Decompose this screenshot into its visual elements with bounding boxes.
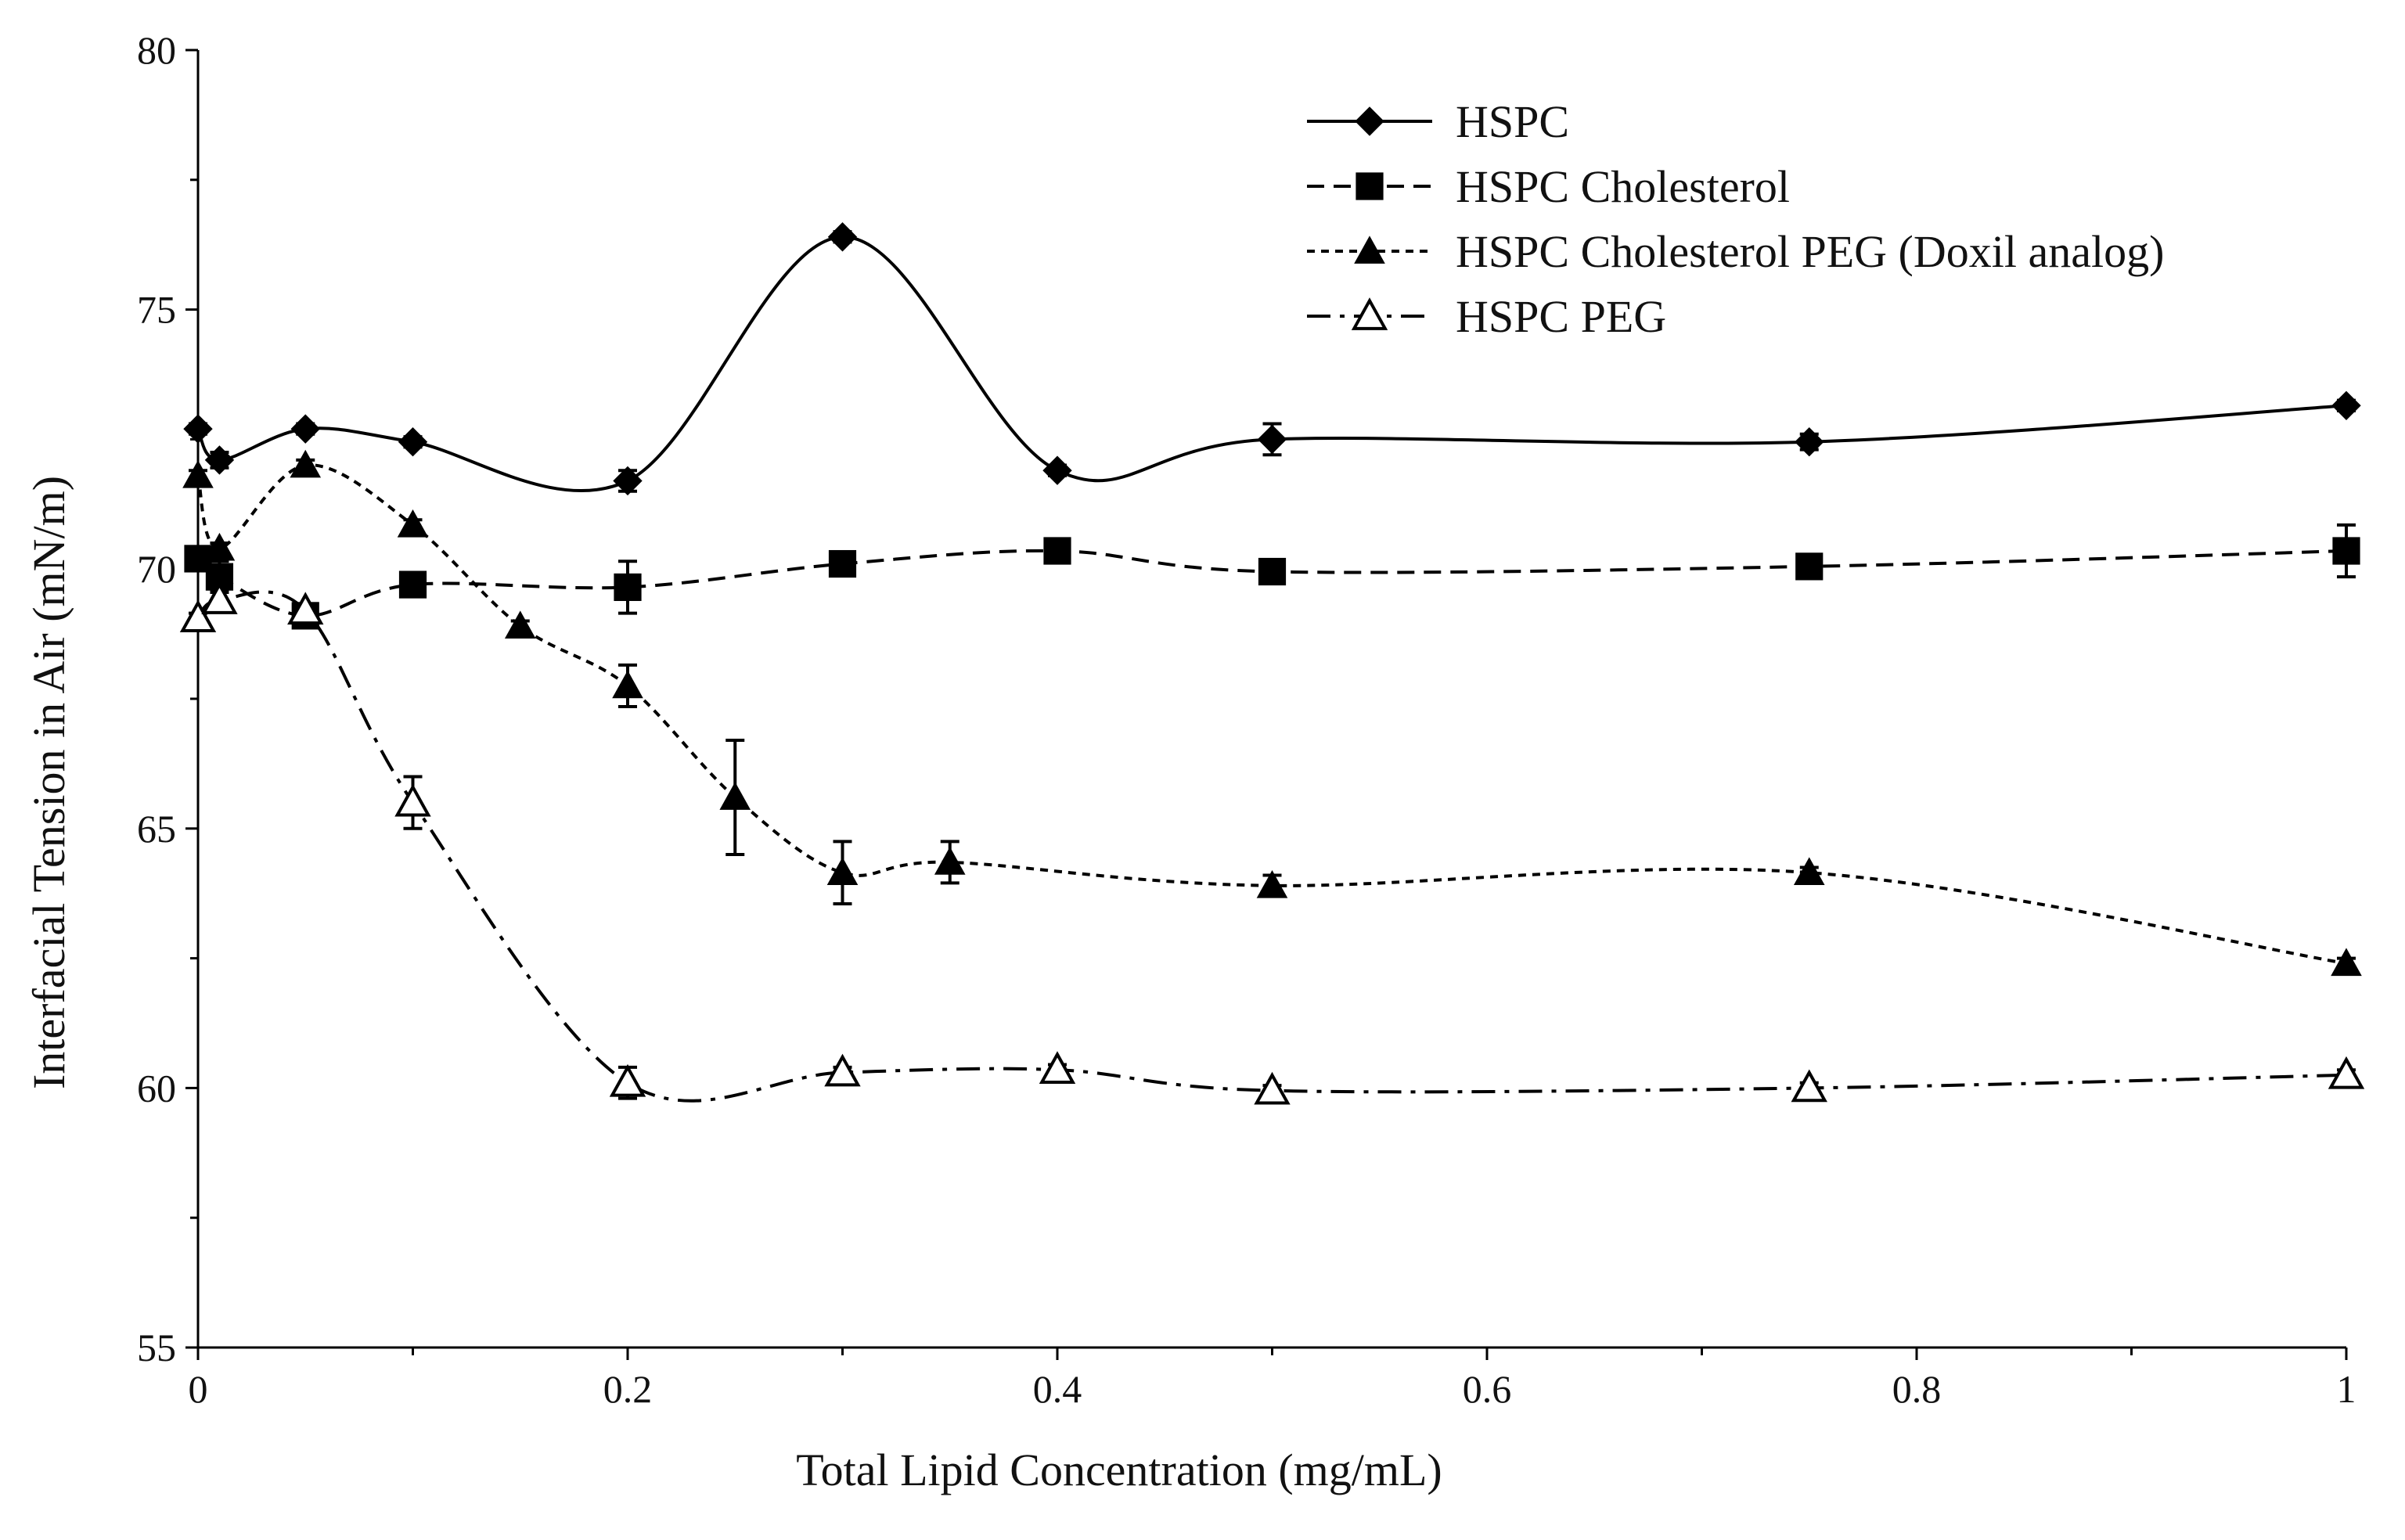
data-point (828, 549, 857, 578)
data-point (934, 847, 966, 875)
data-point (614, 573, 642, 602)
legend-item: HSPC Cholesterol PEG (Doxil analog) (1307, 226, 2164, 277)
x-tick-label: 0.4 (1033, 1367, 1082, 1411)
y-axis-title: Interfacial Tension in Air (mN/m) (23, 476, 74, 1089)
y-tick-label: 65 (137, 807, 176, 851)
data-point (287, 592, 324, 625)
legend-item: HSPC Cholesterol (1307, 161, 1790, 212)
data-point (1256, 869, 1288, 898)
x-tick-label: 0.8 (1892, 1367, 1942, 1411)
data-point (1258, 557, 1287, 586)
series-layer (179, 222, 2365, 1105)
y-tick-label: 70 (137, 547, 176, 591)
data-point (1257, 424, 1287, 455)
legend-label: HSPC (1456, 96, 1569, 147)
data-point (1795, 552, 1824, 581)
legend-label: HSPC Cholesterol (1456, 161, 1790, 212)
axes: 55 60 65 70 75 80 0 0.2 0.4 0.6 0.8 1 (137, 28, 2356, 1411)
data-point (394, 783, 431, 817)
series-line (196, 463, 2347, 966)
data-point (201, 581, 238, 614)
legend-item: HSPC (1307, 96, 1569, 147)
legend-marker (1351, 297, 1388, 330)
data-point (827, 222, 858, 252)
data-point (1043, 537, 1071, 565)
x-tick-label: 0 (189, 1367, 208, 1411)
data-point (290, 414, 320, 444)
data-point (826, 857, 859, 886)
data-point (504, 610, 536, 639)
legend-marker (1355, 106, 1384, 136)
data-point (179, 599, 217, 633)
data-point (824, 1053, 861, 1087)
y-tick-label: 55 (137, 1326, 176, 1369)
x-axis-title: Total Lipid Concentration (mg/mL) (796, 1445, 1442, 1495)
x-tick-label: 0.6 (1463, 1367, 1512, 1411)
data-point (1254, 1071, 1291, 1105)
data-point (2331, 948, 2362, 977)
series-hspc-cholesterol-peg-doxil-analog- (182, 449, 2362, 977)
data-point (183, 414, 213, 444)
x-tick-label: 1 (2337, 1367, 2356, 1411)
legend-marker (1354, 236, 1385, 264)
series-hspc (183, 222, 2361, 496)
y-tick-label: 60 (137, 1066, 176, 1110)
y-tick-label: 80 (137, 28, 176, 72)
data-point (397, 509, 429, 538)
series-line (196, 235, 2347, 493)
data-point (1791, 1069, 1827, 1103)
legend-marker (1356, 172, 1384, 200)
series-hspc-peg (179, 581, 2365, 1105)
data-point (2328, 1056, 2365, 1089)
data-point (398, 427, 428, 457)
series-line (196, 590, 2347, 1103)
data-point (203, 532, 236, 561)
data-point (1795, 427, 1824, 457)
y-tick-label: 75 (137, 288, 176, 332)
data-point (2331, 390, 2361, 420)
data-point (398, 570, 427, 599)
legend-label: HSPC PEG (1456, 291, 1666, 342)
legend: HSPC HSPC Cholesterol HSPC Cholesterol PEG… (1307, 96, 2164, 342)
data-point (1793, 857, 1825, 886)
data-point (612, 670, 643, 699)
data-point (290, 449, 322, 478)
data-point (609, 1063, 646, 1097)
legend-label: HSPC Cholesterol PEG (Doxil analog) (1456, 226, 2164, 277)
data-point (1039, 1051, 1076, 1085)
data-point (2332, 537, 2360, 565)
series-hspc-cholesterol (184, 523, 2360, 630)
data-point (613, 466, 643, 496)
data-point (182, 460, 214, 488)
data-point (1042, 455, 1072, 485)
data-point (204, 445, 235, 475)
legend-item: HSPC PEG (1307, 291, 1666, 342)
data-point (719, 782, 751, 810)
x-tick-label: 0.2 (603, 1367, 653, 1411)
